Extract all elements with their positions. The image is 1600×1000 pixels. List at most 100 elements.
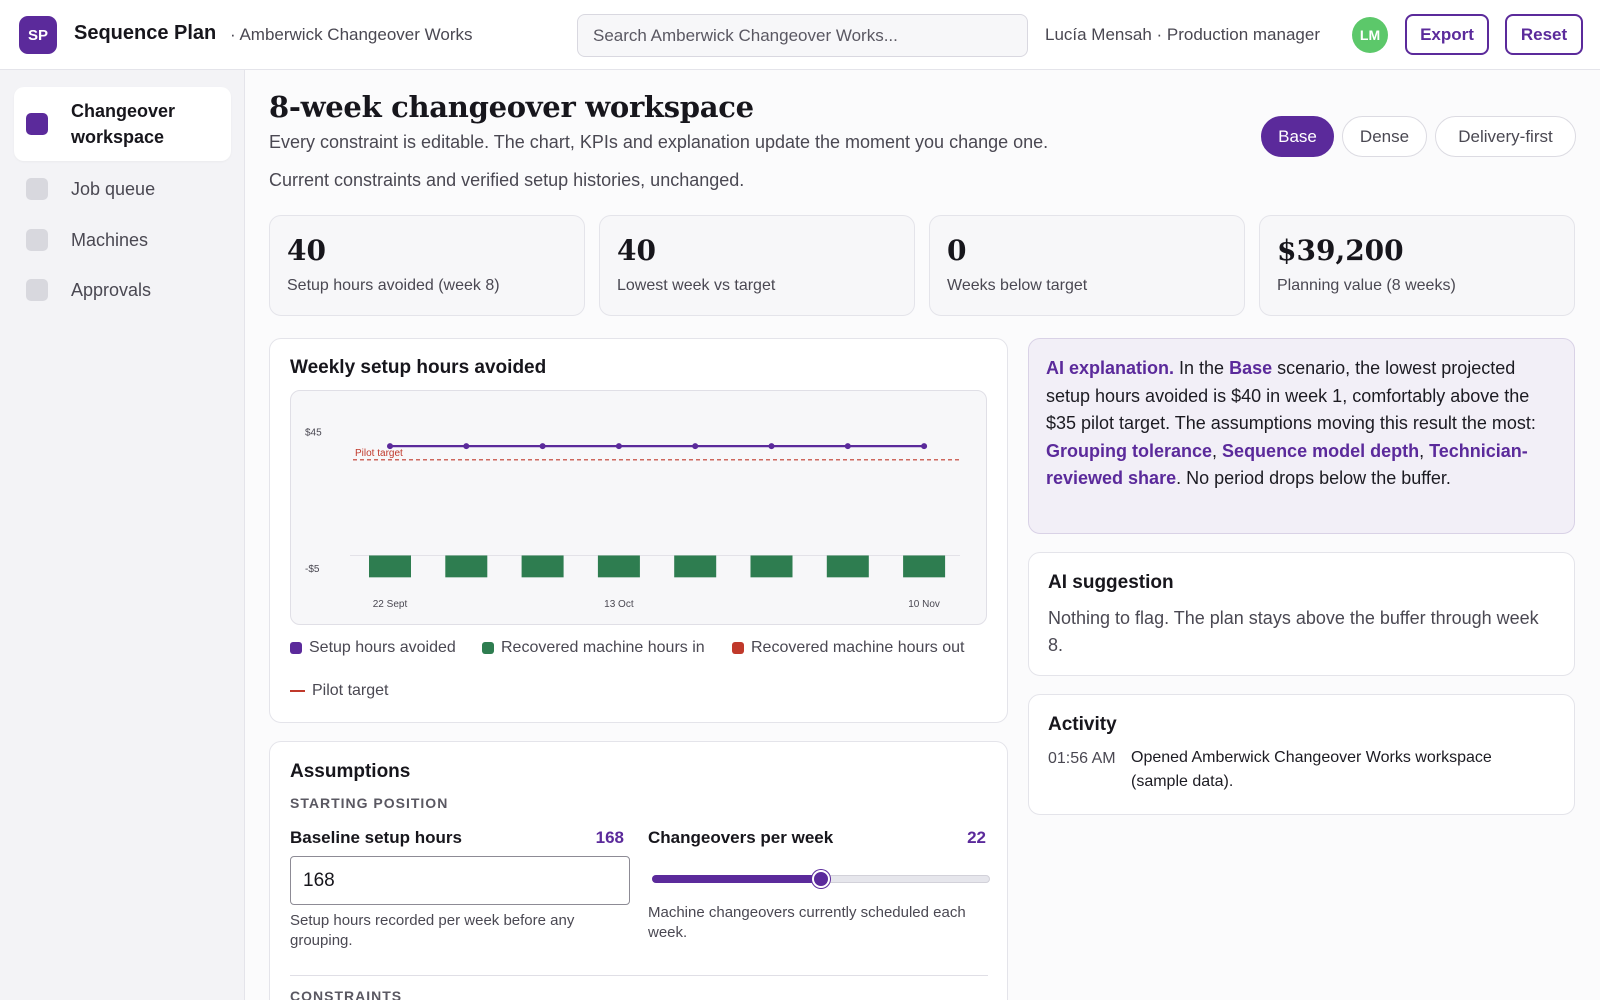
avatar[interactable]: LM [1352,17,1388,53]
top-bar: SP Sequence Plan · Amberwick Changeover … [0,0,1600,70]
sidebar-item-approvals[interactable]: Approvals [14,270,231,310]
ai-explanation-card: AI explanation. In the Base scenario, th… [1028,338,1575,534]
bar-machine-hours-in [750,555,793,578]
kpi-card-setup-hours: 40 Setup hours avoided (week 8) [269,215,585,316]
sidebar-item-label: Approvals [71,280,152,300]
bar-machine-hours-in [597,555,640,578]
sidebar-item-job-queue[interactable]: Job queue [14,169,231,209]
workspace-name: · Amberwick Changeover Works [230,25,473,44]
setup-hours-point [387,443,393,450]
kpi-label: Setup hours avoided (week 8) [287,277,500,294]
ai-scenario-name: Base [1229,358,1273,378]
setup-hours-point [615,443,622,450]
assumption-link-technician-reviewed-share[interactable]: Technician-reviewed share [1046,440,1528,489]
legend-setup-hours: Setup hours avoided [290,639,456,657]
sidebar: Changeover workspace Job queue Machines … [0,70,245,1000]
legend-swatch [732,642,744,654]
legend-label: Setup hours avoided [309,639,456,656]
assumptions-card: Assumptions STARTING POSITION Baseline s… [269,741,1008,1000]
setup-hours-chart: $45 -$5 Pilot target 22 Sept 13 Oct 10 Nov [305,427,960,610]
assumptions-title: Assumptions [290,761,411,782]
setup-hours-point [463,443,470,450]
sidebar-item-machines[interactable]: Machines [14,220,231,260]
activity-time: 01:56 AM [1048,750,1116,767]
app-title: Sequence Plan [74,22,217,44]
ai-suggestion-card: AI suggestion Nothing to flag. The plan … [1028,552,1575,676]
legend-label: Recovered machine hours out [751,639,965,656]
baseline-setup-hours-input[interactable] [290,856,630,905]
activity-card: Activity 01:56 AM Opened Amberwick Chang… [1028,694,1575,815]
kpi-value: $39,200 [1277,234,1404,267]
legend-swatch [482,642,494,654]
page-subtitle: Every constraint is editable. The chart,… [269,132,1049,152]
ai-suggestion-text: Nothing to flag. The plan stays above th… [1048,608,1539,655]
ai-text-separator: , [1212,440,1223,461]
sidebar-item-label: Job queue [71,179,156,199]
changeovers-slider-thumb[interactable] [812,870,830,888]
ai-explanation-lead: AI explanation. [1046,358,1175,378]
changeovers-per-week-label: Changeovers per week [648,828,834,847]
kpi-label: Lowest week vs target [617,277,776,294]
section-caption-starting-position: STARTING POSITION [290,795,449,811]
scenario-base-button[interactable]: Base [1261,116,1334,157]
page-title: 8-week changeover workspace [269,90,754,124]
kpi-value: 40 [617,234,656,267]
sidebar-item-label: Changeover workspace [71,101,176,147]
x-tick-label: 22 Sept [373,599,408,610]
approvals-nav-icon [26,279,48,301]
section-divider [290,975,988,976]
kpi-value: 40 [287,234,326,267]
legend-machine-hours-out: Recovered machine hours out [732,639,964,657]
activity-title: Activity [1048,714,1117,735]
kpi-label: Planning value (8 weeks) [1277,277,1456,294]
setup-hours-point [921,443,928,450]
setup-hours-point [539,443,546,450]
y-tick-label: $45 [305,427,322,438]
kpi-card-planning-value: $39,200 Planning value (8 weeks) [1259,215,1575,316]
kpi-card-lowest-week: 40 Lowest week vs target [599,215,915,316]
chart-frame: $45 -$5 Pilot target 22 Sept 13 Oct 10 Nov [290,390,987,625]
bar-machine-hours-in [903,555,946,578]
legend-swatch [290,690,305,692]
setup-hours-point [692,443,699,450]
scenario-delivery-first-button[interactable]: Delivery-first [1435,116,1576,157]
ai-text-segment: . No period drops below the buffer. [1176,468,1451,488]
bar-machine-hours-in [369,555,411,578]
assumption-link-sequence-model-depth[interactable]: Sequence model depth [1222,440,1420,461]
changeovers-slider-fill [652,875,821,883]
activity-text: Opened Amberwick Changeover Works worksp… [1131,749,1492,790]
scenario-dense-button[interactable]: Dense [1342,116,1427,157]
machines-nav-icon [26,229,48,251]
legend-pilot-target: Pilot target [290,682,388,700]
ai-text-segment: In the [1174,358,1230,378]
ai-suggestion-title: AI suggestion [1048,572,1174,593]
legend-label: Recovered machine hours in [501,639,705,656]
bar-machine-hours-in [521,555,564,578]
baseline-setup-hours-label: Baseline setup hours [290,828,462,847]
scenario-note: Current constraints and verified setup h… [269,170,745,190]
app-logo[interactable]: SP [19,16,57,54]
user-label: Lucía Mensah · Production manager [1045,25,1320,44]
export-button[interactable]: Export [1405,14,1489,55]
search-input[interactable] [577,14,1028,57]
pilot-target-label: Pilot target [355,448,403,459]
x-tick-label: 13 Oct [604,599,634,610]
changeovers-per-week-help: Machine changeovers currently scheduled … [648,904,966,941]
baseline-setup-hours-value: 168 [595,828,624,847]
x-tick-label: 10 Nov [908,599,940,610]
ai-text-segment: scenario, the lowest projected setup hou… [1046,358,1536,433]
baseline-setup-hours-help: Setup hours recorded per week before any… [290,912,575,949]
chart-card: Weekly setup hours avoided $45 -$5 Pilot t… [269,338,1008,723]
sidebar-item-changeover-workspace[interactable]: Changeover workspace [14,87,231,161]
ai-explanation-text: AI explanation. In the Base scenario, th… [1046,355,1541,493]
job-queue-nav-icon [26,178,48,200]
reset-button[interactable]: Reset [1505,14,1583,55]
section-caption-constraints: CONSTRAINTS [290,988,403,1000]
assumption-link-grouping-tolerance[interactable]: Grouping tolerance [1046,440,1213,461]
legend-machine-hours-in: Recovered machine hours in [482,639,705,657]
kpi-label: Weeks below target [947,277,1088,294]
bar-machine-hours-in [826,555,869,578]
setup-hours-point [844,443,851,450]
setup-hours-point [768,443,775,450]
y-tick-label: -$5 [305,564,320,575]
